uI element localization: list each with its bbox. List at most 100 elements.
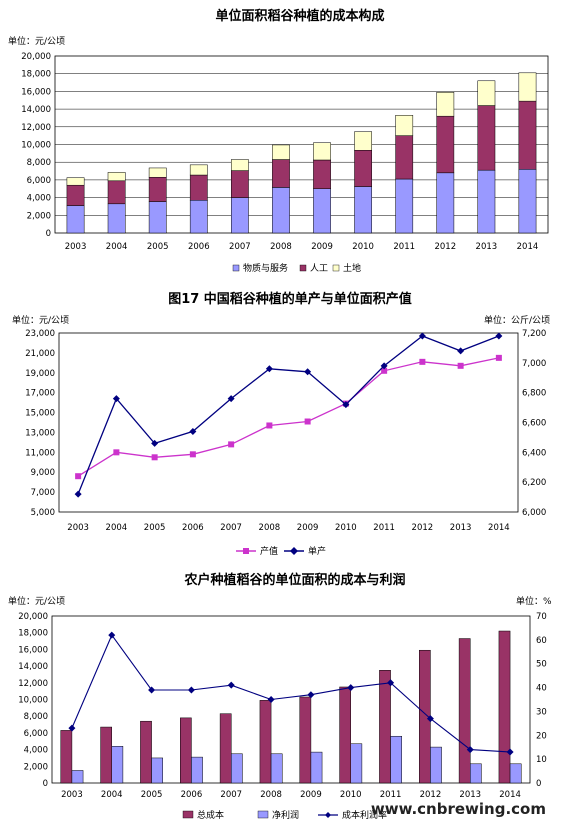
chart-1-bar-material	[518, 169, 537, 234]
chart-1-bar-labor	[189, 174, 208, 201]
legend-marker-yield	[290, 547, 298, 555]
chart-3-right-y-tick-label: 10	[536, 755, 547, 765]
chart-1-bar-labor	[436, 115, 455, 174]
chart-2-left-y-tick-label: 5,000	[31, 508, 55, 518]
chart-2-x-tick-label: 2014	[488, 523, 510, 533]
chart-2-title: 图17 中国稻谷种植的单产与单位面积产值	[168, 291, 412, 307]
legend-label-land: 土地	[343, 262, 361, 274]
chart-2-right-y-tick-label: 6,400	[522, 448, 546, 458]
chart-2-x-tick-label: 2004	[106, 523, 128, 533]
chart-2-point-yield	[495, 332, 503, 340]
legend-swatch-net-profit	[257, 810, 269, 819]
chart-3-bar-total-cost	[60, 730, 73, 784]
chart-3-point-profit-rate	[426, 715, 434, 723]
chart-2-point-yield	[304, 368, 312, 376]
chart-3-x-tick-label: 2013	[459, 790, 481, 800]
chart-3-x-tick-label: 2007	[220, 790, 242, 800]
chart-3-bar-net-profit	[71, 770, 84, 784]
chart-2-left-y-tick-label: 15,000	[25, 409, 55, 419]
chart-3-point-profit-rate	[307, 691, 315, 699]
chart-1-bar-material	[107, 203, 126, 234]
chart-1-title: 单位面积稻谷种植的成本构成	[215, 8, 384, 24]
chart-2-right-y-tick-label: 7,000	[522, 359, 546, 369]
chart-1-unit-label: 单位：元/公顷	[8, 35, 65, 47]
chart-1-x-tick-label: 2007	[229, 242, 251, 252]
chart-2-left-y-tick-label: 11,000	[25, 448, 55, 458]
chart-1-y-tick-label: 12,000	[21, 123, 51, 133]
chart-3-point-profit-rate	[387, 679, 395, 687]
chart-1-bar-land	[518, 72, 537, 102]
chart-1-x-tick-label: 2004	[106, 242, 128, 252]
chart-1-bar-labor	[148, 176, 167, 202]
legend-label-total-cost: 总成本	[197, 809, 224, 821]
chart-3-bar-net-profit	[390, 735, 402, 784]
chart-2-right-y-tick-label: 6,000	[522, 508, 546, 518]
chart-2-left-unit-label: 单位：元/公顷	[12, 314, 69, 326]
chart-3-profit-rate-line	[68, 631, 514, 756]
chart-2-x-ticks: 2003 2004 2005 2006 2007 2008 2009 2010 2011 2012…	[67, 523, 509, 533]
chart-1-bar-labor	[518, 100, 537, 170]
chart-1-bar-material	[436, 172, 455, 234]
chart-1-bar-land	[107, 172, 126, 182]
chart-2-x-tick-label: 2013	[450, 523, 472, 533]
chart-2-x-tick-label: 2010	[335, 523, 357, 533]
chart-3-right-y-tick-label: 30	[536, 707, 547, 717]
chart-1-y-tick-label: 20,000	[21, 52, 51, 62]
chart-2-x-tick-label: 2008	[259, 523, 281, 533]
chart-2-x-tick-label: 2005	[144, 523, 166, 533]
chart-1-bar-material	[189, 200, 208, 234]
chart-3-x-tick-label: 2012	[420, 790, 442, 800]
chart-3-right-y-ticks: 0 10 20 30 40 50 60 70	[536, 612, 547, 789]
chart-1-gridlines	[55, 73, 548, 216]
chart-1-bar-labor	[313, 159, 331, 190]
chart-1-bar-labor	[272, 159, 290, 188]
chart-1-plot-frame	[54, 55, 549, 234]
chart-2-point-output-value	[189, 451, 196, 458]
chart-3-point-profit-rate	[187, 686, 195, 694]
chart-1-bar-land	[354, 131, 373, 151]
chart-3-left-y-tick-label: 10,000	[18, 696, 48, 706]
chart-3-legend: 总成本 净利润 成本利润率	[182, 809, 387, 821]
chart-2-left-y-tick-label: 23,000	[25, 329, 55, 339]
chart-1-x-tick-label: 2013	[476, 242, 498, 252]
chart-3-bar-net-profit	[231, 753, 243, 784]
chart-2-x-tick-label: 2011	[373, 523, 395, 533]
chart-3-bar-total-cost	[458, 638, 471, 784]
chart-2-line-yield	[77, 335, 500, 495]
chart-1-bar-land	[272, 144, 290, 160]
chart-2-point-output-value	[419, 358, 426, 365]
chart-1-bar-material	[477, 169, 496, 234]
chart-2-left-y-tick-label: 21,000	[25, 349, 55, 359]
chart-3-line-profit-rate	[71, 633, 511, 753]
chart-2-left-y-ticks: 5,000 7,000 9,000 11,000 13,000 15,000 17,000 1…	[25, 329, 55, 518]
legend-label-yield: 单产	[308, 545, 326, 557]
chart-1-bar-material	[354, 186, 373, 234]
chart-2-point-output-value	[266, 422, 273, 429]
chart-1-y-tick-label: 4,000	[27, 194, 51, 204]
chart-3-left-y-ticks: 0 2,000 4,000 6,000 8,000 10,000 12,000 14,000 1…	[18, 612, 48, 789]
chart-3-x-tick-label: 2008	[260, 790, 282, 800]
chart-2-point-yield	[189, 427, 197, 435]
chart-3-point-profit-rate	[347, 684, 355, 692]
chart-3-bar-net-profit	[350, 743, 363, 784]
chart-3-bar-net-profit	[191, 756, 203, 784]
chart-3-point-profit-rate	[506, 748, 514, 756]
chart-1-y-tick-label: 14,000	[21, 105, 51, 115]
chart-2-x-tick-label: 2012	[412, 523, 434, 533]
chart-3-point-profit-rate	[108, 631, 116, 639]
chart-3-point-profit-rate	[267, 696, 275, 703]
chart-2-x-tick-label: 2003	[67, 523, 89, 533]
chart-1-x-tick-label: 2012	[434, 242, 456, 252]
chart-2-plot-frame	[58, 332, 519, 513]
chart-2-point-output-value	[75, 473, 82, 480]
chart-1-y-tick-label: 10,000	[21, 141, 51, 151]
chart-3-x-tick-label: 2011	[380, 790, 402, 800]
chart-1: 单位面积稻谷种植的成本构成 单位：元/公顷 0 2,000 4,000 6,000 8,…	[8, 8, 549, 274]
chart-3-title: 农户种植稻谷的单位面积的成本与利润	[183, 572, 405, 588]
chart-3-bar-net-profit	[111, 746, 124, 784]
legend-label-material: 物质与服务	[243, 262, 288, 274]
chart-1-bar-labor	[66, 184, 85, 206]
legend-label-profit-rate: 成本利润率	[342, 809, 387, 821]
chart-2-point-output-value	[151, 454, 158, 461]
chart-3-x-ticks: 2003 2004 2005 2006 2007 2008 2009 2010 2011 2012…	[61, 790, 521, 800]
